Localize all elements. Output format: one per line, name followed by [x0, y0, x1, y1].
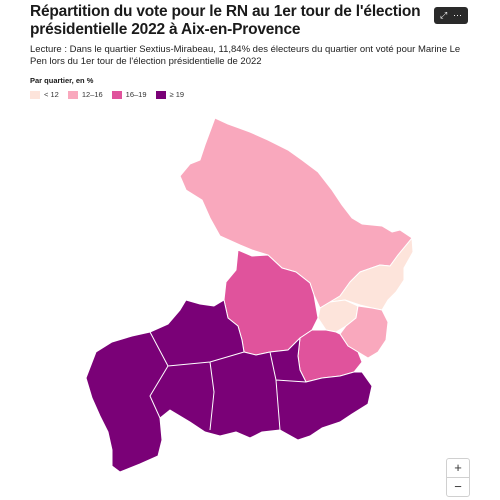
legend-item-lt12: < 12 [30, 90, 59, 99]
more-icon[interactable]: ⋯ [453, 10, 463, 20]
legend-label-12-16: 12–16 [81, 90, 103, 99]
district-south[interactable] [85, 299, 373, 473]
legend-label-gte19: ≥ 19 [169, 90, 185, 99]
legend-item-16-19: 16–19 [111, 90, 147, 99]
district-border [149, 331, 307, 431]
zoom-in-button[interactable]: + [454, 460, 462, 475]
legend-item-gte19: ≥ 19 [155, 90, 185, 99]
zoom-out-button[interactable]: − [447, 477, 469, 496]
district-southeast-pink[interactable] [339, 305, 389, 359]
legend-swatch-12-16 [67, 90, 78, 99]
legend-label-lt12: < 12 [44, 90, 59, 99]
legend: < 12 12–16 16–19 ≥ 19 [30, 90, 470, 99]
legend-item-12-16: 12–16 [67, 90, 103, 99]
legend-title: Par quartier, en % [30, 76, 94, 85]
toolbar: ⤢ ⋯ [434, 7, 468, 24]
legend-swatch-gte19 [155, 90, 166, 99]
chart-header: Répartition du vote pour le RN au 1er to… [30, 3, 470, 99]
map-subtitle: Lecture : Dans le quartier Sextius-Mirab… [30, 44, 461, 67]
expand-icon[interactable]: ⤢ [439, 10, 448, 20]
legend-swatch-16-19 [111, 90, 122, 99]
legend-label-16-19: 16–19 [125, 90, 147, 99]
zoom-control: + − [446, 458, 470, 497]
legend-swatch-lt12 [30, 90, 40, 99]
district-east[interactable] [329, 237, 414, 311]
map-title: Répartition du vote pour le RN au 1er to… [30, 3, 421, 38]
